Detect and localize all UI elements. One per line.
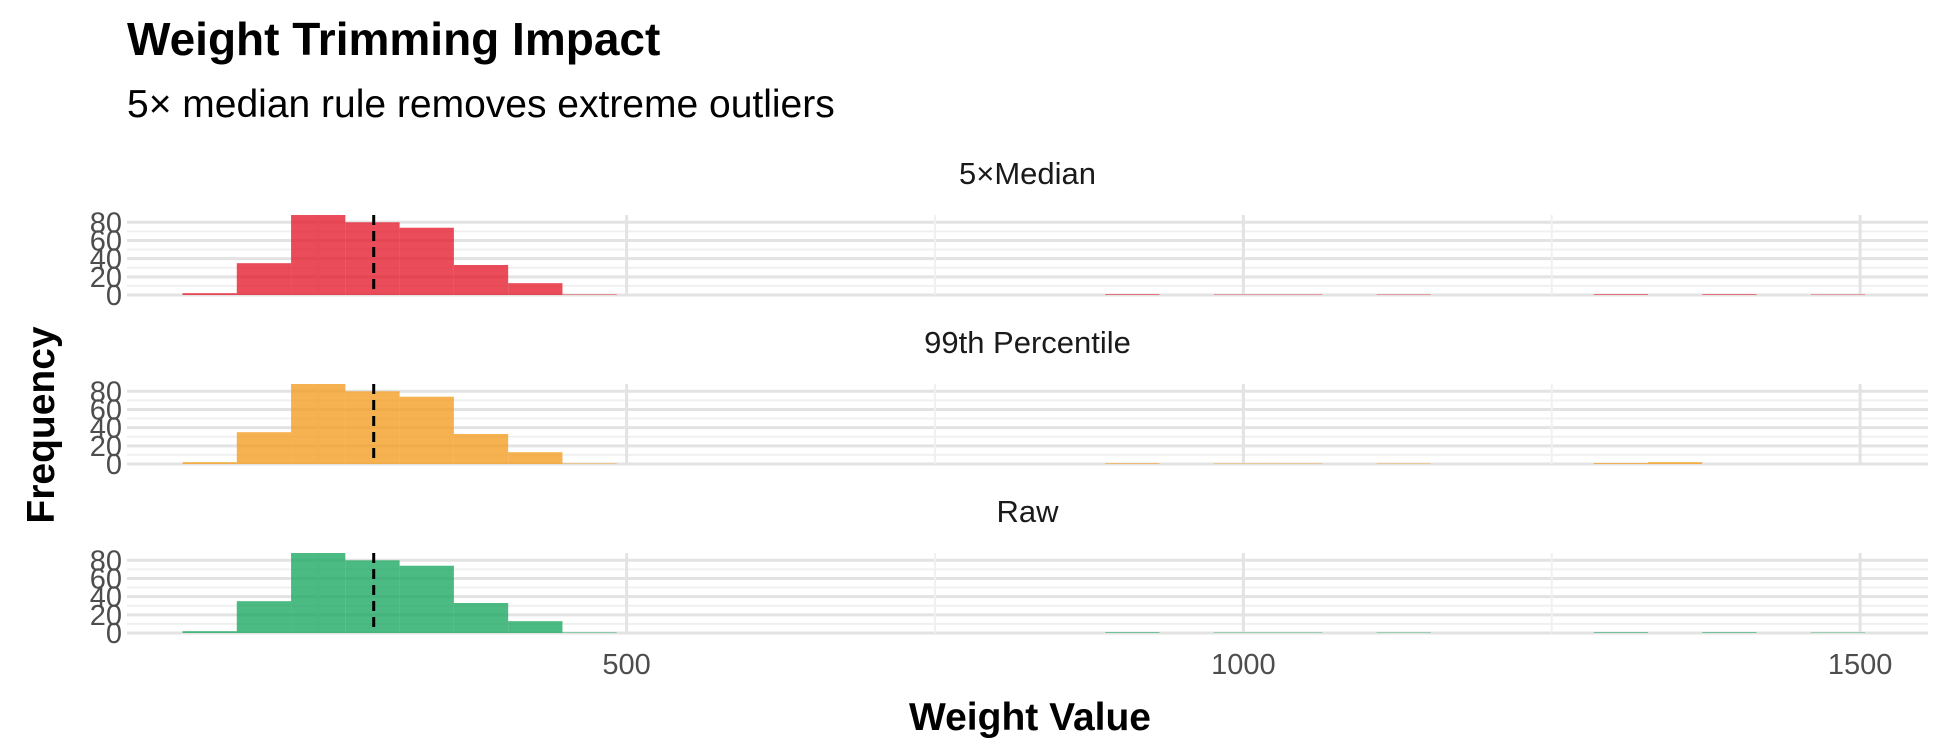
histogram-bar (182, 462, 237, 464)
chart-title: Weight Trimming Impact (127, 13, 660, 65)
histogram-bar (291, 553, 346, 633)
x-tick-label: 500 (602, 649, 650, 681)
histogram-bar (1647, 462, 1703, 464)
histogram-bar (508, 452, 563, 464)
histogram-bar (562, 463, 617, 464)
histogram-bar (236, 601, 292, 633)
y-tick-label: 40 (90, 582, 122, 614)
y-tick-label: 40 (90, 244, 122, 276)
histogram-bar (182, 293, 237, 295)
histogram-bar (453, 603, 509, 633)
facet-strip-label: 5×Median (959, 156, 1096, 191)
histogram-bar (1702, 632, 1757, 633)
y-tick-label: 60 (90, 563, 122, 595)
y-tick-label: 20 (90, 600, 122, 632)
histogram-bar (1593, 632, 1648, 633)
histogram-bar (1105, 463, 1160, 464)
y-tick-label: 0 (106, 618, 122, 650)
x-axis-title: Weight Value (909, 696, 1151, 739)
y-tick-label: 20 (90, 431, 122, 463)
y-tick-label: 40 (90, 413, 122, 445)
x-tick-label: 1500 (1828, 649, 1893, 681)
histogram-bar (236, 432, 292, 464)
histogram-bar (182, 631, 237, 633)
histogram-bar (399, 396, 454, 464)
histogram-bar (1593, 294, 1648, 295)
x-tick-label: 1000 (1211, 649, 1276, 681)
y-tick-label: 80 (90, 545, 122, 577)
y-tick-label: 80 (90, 207, 122, 239)
histogram-bar (453, 265, 509, 295)
histogram-bar (508, 283, 563, 295)
y-tick-label: 0 (106, 280, 122, 312)
histogram-bar (562, 632, 617, 633)
histogram-bar (562, 294, 617, 295)
facet-strip-label: 99th Percentile (924, 325, 1131, 360)
histogram-bar (1593, 463, 1648, 464)
histogram-bar (399, 227, 454, 295)
histogram-bar (453, 434, 509, 464)
y-tick-label: 80 (90, 376, 122, 408)
histogram-bar (508, 621, 563, 633)
histogram-bar (399, 565, 454, 633)
histogram-bar (1702, 294, 1757, 295)
y-tick-label: 60 (90, 394, 122, 426)
x-axis: 500 1000 1500 (602, 649, 1892, 681)
histogram-bar (291, 384, 346, 464)
facet-strip-label: Raw (996, 494, 1059, 529)
y-tick-label: 0 (106, 449, 122, 481)
histogram-bar (1105, 294, 1160, 295)
histogram-bar (291, 215, 346, 295)
chart-subtitle: 5× median rule removes extreme outliers (127, 83, 835, 126)
histogram-bar (236, 263, 292, 295)
y-tick-label: 20 (90, 262, 122, 294)
y-tick-label: 60 (90, 225, 122, 257)
histogram-bar (1105, 632, 1160, 633)
y-axis-title: Frequency (20, 326, 63, 524)
